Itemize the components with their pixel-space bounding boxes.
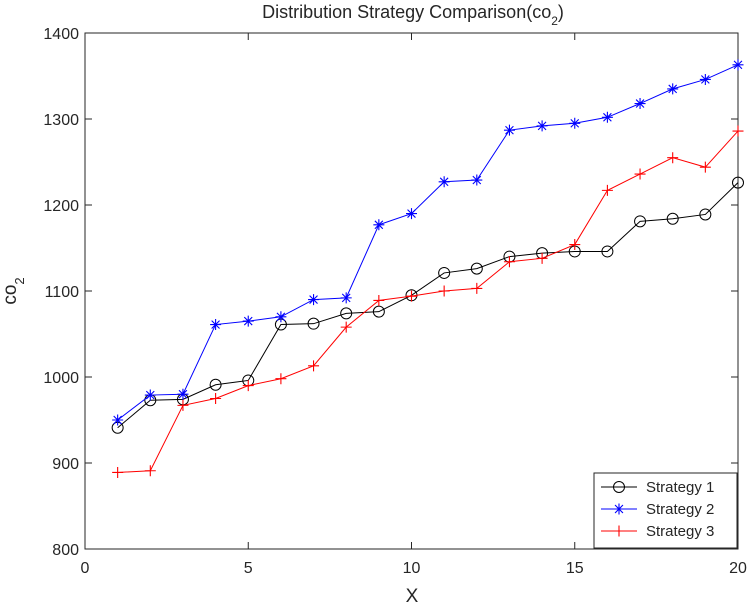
x-tick-label: 15 bbox=[566, 560, 584, 577]
data-point bbox=[144, 465, 156, 477]
data-point bbox=[699, 161, 711, 173]
data-point bbox=[406, 208, 417, 220]
data-point bbox=[242, 380, 254, 392]
data-point bbox=[275, 373, 287, 385]
legend-label: Strategy 2 bbox=[646, 501, 714, 518]
data-point bbox=[503, 256, 515, 268]
data-point bbox=[503, 124, 515, 136]
data-point bbox=[667, 152, 679, 164]
data-point bbox=[177, 399, 189, 411]
y-tick-label: 1200 bbox=[43, 198, 79, 215]
y-tick-label: 800 bbox=[52, 542, 79, 559]
legend-marker bbox=[613, 503, 625, 515]
y-tick-label: 1100 bbox=[45, 284, 80, 301]
data-point bbox=[242, 315, 254, 327]
data-point bbox=[470, 262, 483, 275]
legend-marker bbox=[613, 481, 625, 493]
data-point bbox=[209, 378, 222, 391]
series-layer bbox=[111, 59, 744, 478]
data-point bbox=[732, 125, 744, 137]
x-tick-label: 5 bbox=[244, 560, 253, 577]
data-point bbox=[732, 176, 744, 189]
data-point bbox=[308, 360, 320, 372]
data-point bbox=[569, 239, 581, 251]
series-line bbox=[117, 130, 739, 473]
data-point bbox=[536, 120, 548, 132]
y-tick-label: 1400 bbox=[43, 26, 79, 43]
legend-marker bbox=[613, 525, 625, 537]
data-point bbox=[372, 305, 385, 318]
data-point bbox=[438, 285, 450, 297]
data-point bbox=[601, 111, 613, 123]
legend: Strategy 1 Strategy 2 Strategy 3 bbox=[593, 472, 738, 549]
y-tick-label: 1000 bbox=[43, 370, 79, 387]
data-point bbox=[373, 219, 385, 231]
data-point bbox=[569, 117, 581, 129]
data-point bbox=[601, 245, 614, 258]
legend-item: Strategy 1 bbox=[601, 479, 714, 496]
data-point bbox=[438, 176, 450, 188]
series-3 bbox=[112, 125, 744, 478]
legend-item: Strategy 2 bbox=[601, 501, 714, 518]
data-point bbox=[601, 184, 613, 196]
data-point bbox=[210, 319, 222, 331]
legend-item: Strategy 3 bbox=[601, 523, 714, 540]
data-point bbox=[471, 282, 483, 294]
x-tick-label: 20 bbox=[729, 560, 747, 577]
series-line bbox=[117, 64, 739, 421]
data-point bbox=[373, 294, 385, 306]
legend-label: Strategy 1 bbox=[646, 479, 714, 496]
data-point bbox=[144, 389, 156, 401]
data-point bbox=[340, 292, 352, 304]
chart-title: Distribution Strategy Comparison(co2) bbox=[262, 2, 564, 28]
y-axis-title: co2 bbox=[0, 277, 27, 304]
data-point bbox=[340, 321, 352, 333]
data-point bbox=[666, 212, 679, 225]
data-point bbox=[699, 208, 712, 221]
x-tick-label: 10 bbox=[403, 560, 421, 577]
x-tick-label: 0 bbox=[81, 560, 90, 577]
data-point bbox=[210, 393, 222, 404]
series-2 bbox=[112, 59, 744, 426]
data-point bbox=[308, 294, 320, 306]
legend-label: Strategy 3 bbox=[646, 523, 714, 540]
data-point bbox=[536, 252, 548, 264]
data-point bbox=[340, 307, 353, 320]
data-point bbox=[112, 466, 124, 478]
data-point bbox=[275, 311, 287, 323]
data-point bbox=[307, 317, 320, 330]
y-tick-label: 1300 bbox=[43, 112, 79, 129]
data-point bbox=[732, 59, 744, 71]
data-point bbox=[699, 73, 711, 85]
data-point bbox=[634, 98, 646, 110]
data-point bbox=[634, 168, 646, 180]
y-tick-label: 900 bbox=[52, 456, 79, 473]
data-point bbox=[177, 388, 189, 400]
data-point bbox=[112, 414, 124, 426]
data-point bbox=[406, 290, 417, 302]
data-point bbox=[667, 83, 679, 95]
x-axis-title: X bbox=[406, 586, 419, 607]
data-point bbox=[471, 174, 483, 186]
data-point bbox=[634, 215, 647, 228]
data-point bbox=[438, 266, 451, 279]
